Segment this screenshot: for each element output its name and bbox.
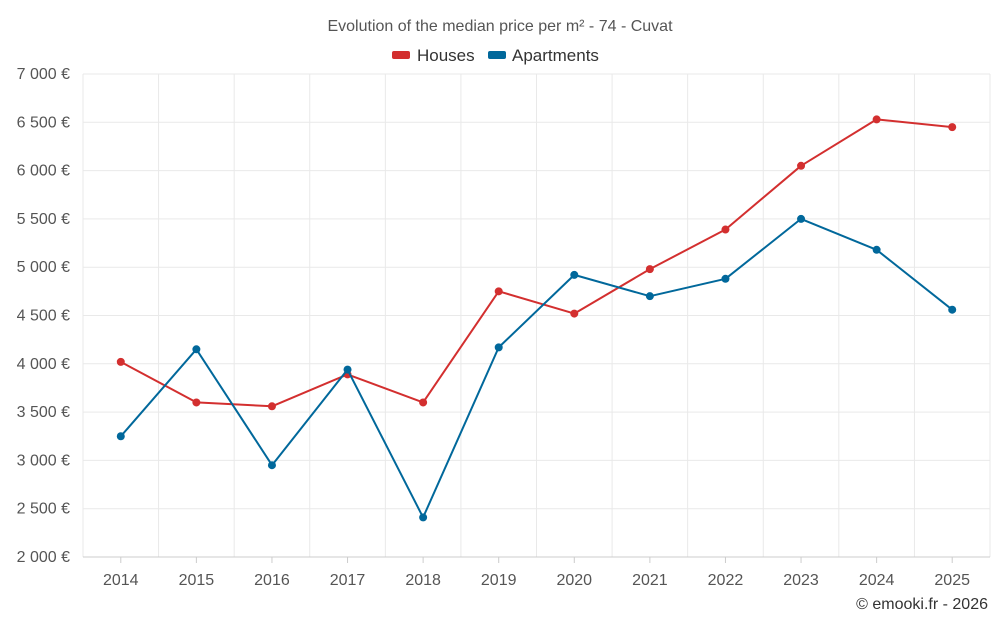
legend-item-houses[interactable]: Houses xyxy=(392,46,475,65)
x-tick-label: 2023 xyxy=(783,572,819,589)
y-tick-label: 5 000 € xyxy=(17,259,70,276)
x-tick-label: 2024 xyxy=(859,572,895,589)
series xyxy=(116,115,957,522)
legend-label-apartments: Apartments xyxy=(512,46,599,65)
legend-swatch-apartments xyxy=(488,51,506,59)
y-tick-label: 4 000 € xyxy=(17,356,70,373)
x-tick-label: 2021 xyxy=(632,572,668,589)
data-point-houses[interactable] xyxy=(948,123,957,132)
legend-swatch-houses xyxy=(392,51,410,59)
legend-label-houses: Houses xyxy=(417,46,475,65)
legend-item-apartments[interactable]: Apartments xyxy=(488,46,599,65)
data-point-houses[interactable] xyxy=(192,398,201,407)
x-tick-label: 2020 xyxy=(556,572,592,589)
chart-title: Evolution of the median price per m² - 7… xyxy=(327,18,673,35)
gridlines xyxy=(82,73,991,558)
data-point-houses[interactable] xyxy=(797,161,806,170)
series-line-apartments xyxy=(120,217,953,519)
x-tick-label: 2014 xyxy=(103,572,139,589)
y-tick-label: 5 500 € xyxy=(17,211,70,228)
x-axis: 2014 2015 2016 2017 2018 2019 2020 2021 2022 2023… xyxy=(83,556,990,589)
data-point-apartments[interactable] xyxy=(797,214,806,223)
data-point-houses[interactable] xyxy=(494,287,503,296)
y-tick-label: 2 500 € xyxy=(17,501,70,518)
credit-text: © emooki.fr - 2026 xyxy=(856,596,988,613)
y-tick-label: 4 500 € xyxy=(17,308,70,325)
data-point-apartments[interactable] xyxy=(116,432,125,441)
y-tick-label: 3 500 € xyxy=(17,404,70,421)
y-tick-label: 3 000 € xyxy=(17,452,70,469)
data-point-houses[interactable] xyxy=(570,309,579,318)
data-point-apartments[interactable] xyxy=(645,292,654,301)
y-tick-label: 6 000 € xyxy=(17,163,70,180)
y-axis: 2 000 € 2 500 € 3 000 € 3 500 € 4 000 € 4 500… xyxy=(17,66,70,566)
data-point-houses[interactable] xyxy=(419,398,428,407)
legend: Houses Apartments xyxy=(392,46,599,65)
data-point-houses[interactable] xyxy=(267,402,276,411)
y-tick-label: 7 000 € xyxy=(17,66,70,83)
x-tick-label: 2018 xyxy=(405,572,441,589)
data-point-apartments[interactable] xyxy=(343,365,352,374)
x-tick-label: 2025 xyxy=(934,572,970,589)
data-point-apartments[interactable] xyxy=(419,513,428,522)
series-line-houses xyxy=(120,118,953,408)
data-point-houses[interactable] xyxy=(721,225,730,234)
x-tick-label: 2015 xyxy=(179,572,215,589)
x-tick-label: 2016 xyxy=(254,572,290,589)
data-point-apartments[interactable] xyxy=(721,274,730,283)
data-point-houses[interactable] xyxy=(872,115,881,124)
x-tick-label: 2019 xyxy=(481,572,517,589)
data-point-apartments[interactable] xyxy=(872,245,881,254)
data-point-houses[interactable] xyxy=(645,265,654,274)
data-point-apartments[interactable] xyxy=(267,461,276,470)
data-point-houses[interactable] xyxy=(116,357,125,366)
data-point-apartments[interactable] xyxy=(948,305,957,314)
y-tick-label: 2 000 € xyxy=(17,549,70,566)
data-point-apartments[interactable] xyxy=(192,345,201,354)
y-tick-label: 6 500 € xyxy=(17,114,70,131)
data-point-apartments[interactable] xyxy=(494,343,503,352)
x-tick-label: 2022 xyxy=(708,572,744,589)
x-tick-label: 2017 xyxy=(330,572,366,589)
data-point-apartments[interactable] xyxy=(570,270,579,279)
